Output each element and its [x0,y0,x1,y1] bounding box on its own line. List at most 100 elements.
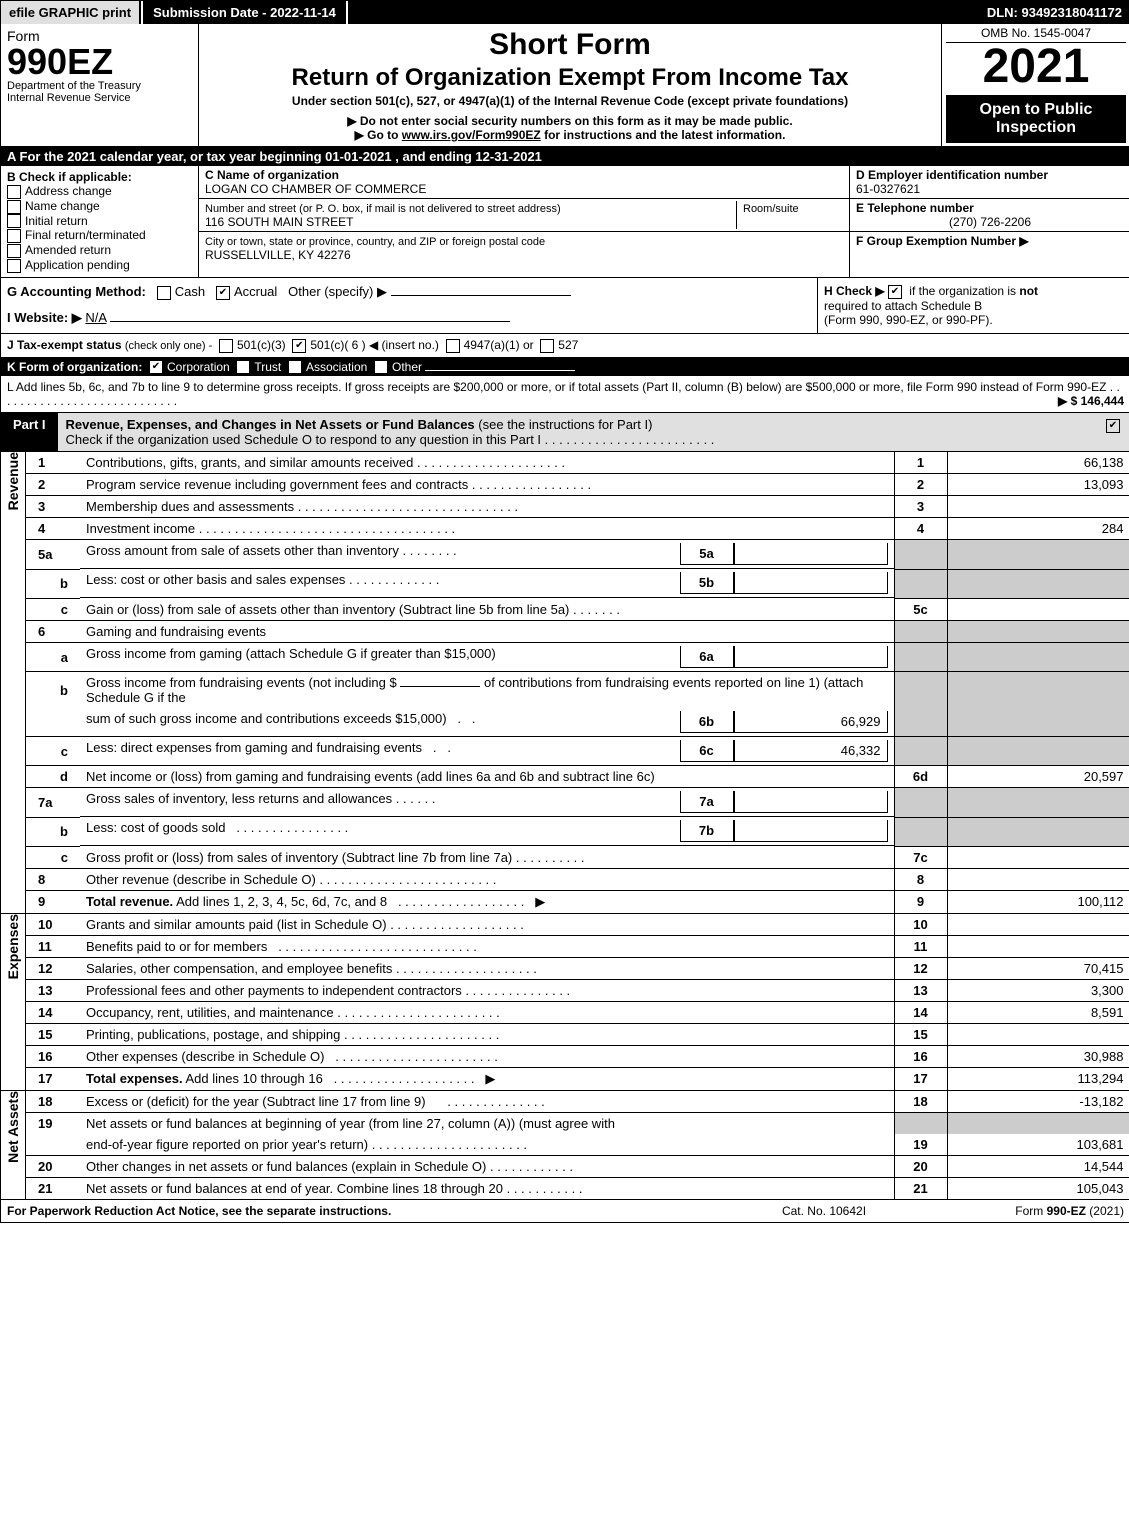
irs-label: Internal Revenue Service [7,92,192,104]
row-1: 1 Contributions, gifts, grants, and simi… [26,452,1129,474]
val-6b: 66,929 [734,711,888,733]
row-13: 13 Professional fees and other payments … [26,979,1129,1001]
cb-cash[interactable] [157,286,171,300]
part1-sub: Check if the organization used Schedule … [66,432,542,447]
cb-501c[interactable] [292,339,306,353]
footer-left: For Paperwork Reduction Act Notice, see … [7,1204,724,1218]
telephone: (270) 726-2206 [856,215,1124,229]
row-21: 21 Net assets or fund balances at end of… [26,1177,1129,1199]
i-label: I Website: ▶ [7,310,82,325]
val-4: 284 [947,518,1129,540]
c-city-row: City or town, state or province, country… [199,232,849,264]
c-city-label: City or town, state or province, country… [205,236,545,248]
row-6b-2: sum of such gross income and contributio… [26,708,1129,737]
cb-527[interactable] [540,339,554,353]
c-name-label: C Name of organization [205,168,339,182]
cb-trust[interactable] [236,360,250,374]
cb-amended-return[interactable]: Amended return [7,243,192,258]
cb-name-change[interactable]: Name change [7,199,192,214]
cb-initial-return[interactable]: Initial return [7,214,192,229]
j-label: J Tax-exempt status [7,338,122,352]
row-6a: a Gross income from gaming (attach Sched… [26,642,1129,672]
cb-association[interactable] [288,360,302,374]
row-10: 10 Grants and similar amounts paid (list… [26,914,1129,936]
ein: 61-0327621 [856,182,920,196]
val-8 [947,868,1129,890]
row-17: 17 Total expenses. Add lines 10 through … [26,1067,1129,1090]
row-14: 14 Occupancy, rent, utilities, and maint… [26,1001,1129,1023]
website-value: N/A [85,310,106,325]
cb-application-pending[interactable]: Application pending [7,258,192,273]
e-tel-row: E Telephone number (270) 726-2206 [850,199,1129,232]
val-19: 103,681 [947,1134,1129,1156]
dln: DLN: 93492318041172 [979,1,1129,24]
under-section: Under section 501(c), 527, or 4947(a)(1)… [205,94,935,108]
cb-schedule-o-part1[interactable] [1106,419,1120,433]
row-6d: d Net income or (loss) from gaming and f… [26,766,1129,788]
efile-label: efile GRAPHIC print [1,1,141,24]
tax-year: 2021 [946,43,1126,91]
val-16: 30,988 [947,1045,1129,1067]
row-15: 15 Printing, publications, postage, and … [26,1023,1129,1045]
footer-formno: Form 990-EZ (2021) [924,1204,1124,1218]
part1-label: Part I [1,413,58,451]
row-7b: b Less: cost of goods sold . . . . . . .… [26,817,1129,846]
val-7b [734,820,888,842]
col-def: D Employer identification number 61-0327… [850,166,1129,277]
d-ein-row: D Employer identification number 61-0327… [850,166,1129,199]
l-amount: ▶ $ 146,444 [1058,394,1124,408]
row-19b: end-of-year figure reported on prior yea… [26,1134,1129,1156]
cb-address-change[interactable]: Address change [7,184,192,199]
netassets-label: Net Assets [1,1091,26,1200]
col-gi: G Accounting Method: Cash Accrual Other … [1,278,817,333]
cb-corporation[interactable] [149,360,163,374]
l-text: L Add lines 5b, 6c, and 7b to line 9 to … [7,380,1106,394]
g-label: G Accounting Method: [7,284,146,299]
val-6a [734,646,888,668]
row-6: 6 Gaming and fundraising events [26,620,1129,642]
val-2: 13,093 [947,474,1129,496]
cb-final-return[interactable]: Final return/terminated [7,228,192,243]
f-group-row: F Group Exemption Number ▶ [850,232,1129,250]
row-gh: G Accounting Method: Cash Accrual Other … [1,278,1129,334]
form-number: 990EZ [7,44,192,80]
row-5c: c Gain or (loss) from sale of assets oth… [26,598,1129,620]
val-7a [734,791,888,813]
goto-link: ▶ Go to www.irs.gov/Form990EZ for instru… [205,128,935,142]
val-20: 14,544 [947,1155,1129,1177]
revenue-block: Revenue 1 Contributions, gifts, grants, … [1,452,1129,914]
cb-schedule-b-not-required[interactable] [888,285,902,299]
val-13: 3,300 [947,979,1129,1001]
cb-4947a1[interactable] [446,339,460,353]
f-group-label: F Group Exemption Number ▶ [856,234,1029,248]
part1-checkbox-cell [1100,413,1129,451]
row-5b: b Less: cost or other basis and sales ex… [26,569,1129,598]
expenses-label: Expenses [1,914,26,1091]
irs-link[interactable]: www.irs.gov/Form990EZ [402,128,541,142]
row-6b-1: b Gross income from fundraising events (… [26,672,1129,708]
row-9: 9 Total revenue. Add lines 1, 2, 3, 4, 5… [26,890,1129,913]
val-10 [947,914,1129,936]
val-3 [947,496,1129,518]
row-20: 20 Other changes in net assets or fund b… [26,1155,1129,1177]
val-5a [734,543,888,565]
row-3: 3 Membership dues and assessments . . . … [26,496,1129,518]
k-label: K Form of organization: [7,360,142,374]
row-i: I Website: ▶ N/A [7,310,811,326]
val-9: 100,112 [947,890,1129,913]
header-right: OMB No. 1545-0047 2021 Open to Public In… [942,24,1129,146]
org-street: 116 SOUTH MAIN STREET [205,215,353,229]
row-l: L Add lines 5b, 6c, and 7b to line 9 to … [1,376,1129,413]
row-4: 4 Investment income . . . . . . . . . . … [26,518,1129,540]
cb-501c3[interactable] [219,339,233,353]
cb-accrual[interactable] [216,286,230,300]
h-label: H Check ▶ [824,284,885,298]
footer-catno: Cat. No. 10642I [724,1204,924,1218]
form-990ez-page: efile GRAPHIC print Submission Date - 20… [0,0,1129,1223]
val-1: 66,138 [947,452,1129,474]
cb-other-org[interactable] [374,360,388,374]
org-city: RUSSELLVILLE, KY 42276 [205,248,351,262]
b-label: B Check if applicable: [7,170,192,184]
row-12: 12 Salaries, other compensation, and emp… [26,957,1129,979]
row-19a: 19 Net assets or fund balances at beginn… [26,1112,1129,1134]
